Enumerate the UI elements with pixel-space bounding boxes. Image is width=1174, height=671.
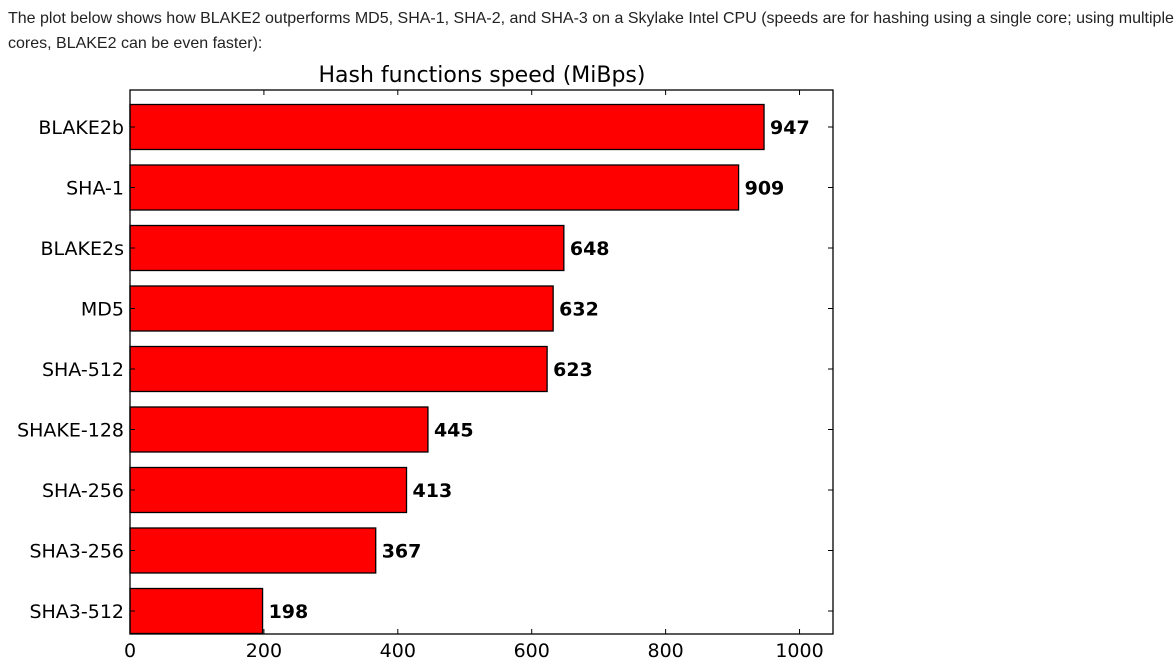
bar-shake-128 — [129, 406, 429, 453]
bar-blake2b — [129, 103, 765, 151]
data-label-shake-128: 445 — [434, 420, 474, 442]
chart-title: Hash functions speed (MiBps) — [319, 63, 646, 88]
y-tick-label-sha-512: SHA-512 — [42, 359, 124, 381]
data-label-sha-256: 413 — [413, 480, 453, 502]
data-label-sha-1: 909 — [745, 178, 785, 200]
x-tick-label-400: 400 — [380, 640, 416, 662]
bar-sha3-512 — [129, 587, 264, 635]
data-label-sha3-512: 198 — [269, 601, 309, 623]
y-tick-label-blake2s: BLAKE2s — [40, 238, 124, 260]
bar-blake2s — [129, 224, 565, 272]
x-tick-label-200: 200 — [246, 640, 282, 662]
x-tick-label-600: 600 — [514, 640, 550, 662]
y-tick-label-shake-128: SHAKE-128 — [17, 420, 124, 442]
y-tick-label-sha-256: SHA-256 — [42, 480, 124, 502]
data-label-sha-512: 623 — [553, 359, 593, 381]
data-label-sha3-256: 367 — [382, 541, 422, 563]
y-tick-label-sha3-256: SHA3-256 — [29, 541, 124, 563]
y-tick-label-md5: MD5 — [81, 299, 124, 321]
bar-sha-256 — [129, 466, 408, 514]
y-tick-label-sha3-512: SHA3-512 — [29, 601, 124, 623]
data-label-md5: 632 — [559, 299, 599, 321]
bar-sha3-256 — [129, 527, 377, 574]
bar-md5 — [129, 285, 554, 332]
data-label-blake2s: 648 — [570, 238, 610, 260]
y-tick-label-sha-1: SHA-1 — [66, 178, 124, 200]
bar-sha-1 — [129, 164, 740, 211]
x-tick-label-1000: 1000 — [775, 640, 823, 662]
y-tick-label-blake2b: BLAKE2b — [38, 117, 124, 139]
data-label-blake2b: 947 — [770, 117, 810, 139]
ticks-layer: BLAKE2b SHA-1 BLAKE2s MD5 SHA-512 SHAKE-128 SH… — [17, 90, 833, 662]
x-tick-label-800: 800 — [647, 640, 683, 662]
bar-sha-512 — [129, 345, 548, 393]
plot-frame — [129, 89, 834, 635]
bars-layer: 947 909 648 632 623 445 413 367 198 — [129, 103, 810, 635]
intro-paragraph: The plot below shows how BLAKE2 outperfo… — [8, 10, 1174, 52]
x-tick-label-0: 0 — [124, 640, 136, 662]
